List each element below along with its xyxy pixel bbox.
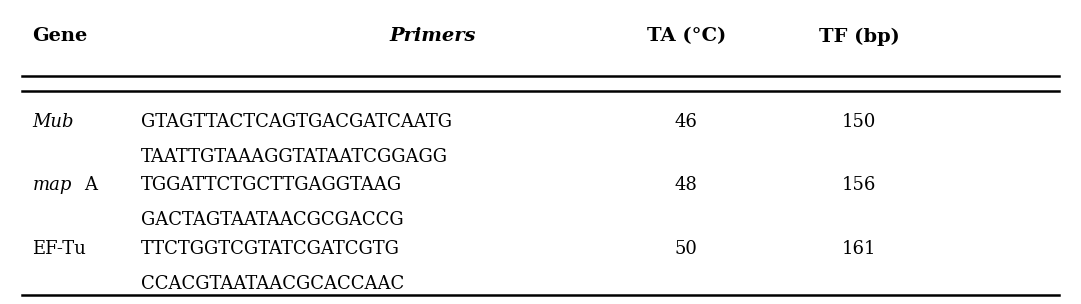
Text: EF-Tu: EF-Tu xyxy=(32,240,86,258)
Text: TA (°C): TA (°C) xyxy=(646,27,726,46)
Text: Primers: Primers xyxy=(389,27,476,46)
Text: Gene: Gene xyxy=(32,27,88,46)
Text: TGGATTCTGCTTGAGGTAAG: TGGATTCTGCTTGAGGTAAG xyxy=(141,176,402,195)
Text: GACTAGTAATAACGCGACCG: GACTAGTAATAACGCGACCG xyxy=(141,211,403,230)
Text: TAATTGTAAAGGTATAATCGGAGG: TAATTGTAAAGGTATAATCGGAGG xyxy=(141,147,448,166)
Text: A: A xyxy=(84,176,97,195)
Text: TTCTGGTCGTATCGATCGTG: TTCTGGTCGTATCGATCGTG xyxy=(141,240,399,258)
Text: GTAGTTACTCAGTGACGATCAATG: GTAGTTACTCAGTGACGATCAATG xyxy=(141,112,452,131)
Text: 50: 50 xyxy=(675,240,698,258)
Text: CCACGTAATAACGCACCAAC: CCACGTAATAACGCACCAAC xyxy=(141,275,404,293)
Text: 156: 156 xyxy=(842,176,877,195)
Text: TF (bp): TF (bp) xyxy=(819,27,899,46)
Text: 161: 161 xyxy=(842,240,877,258)
Text: 46: 46 xyxy=(675,112,698,131)
Text: map: map xyxy=(32,176,71,195)
Text: 150: 150 xyxy=(842,112,877,131)
Text: Mub: Mub xyxy=(32,112,74,131)
Text: 48: 48 xyxy=(675,176,698,195)
